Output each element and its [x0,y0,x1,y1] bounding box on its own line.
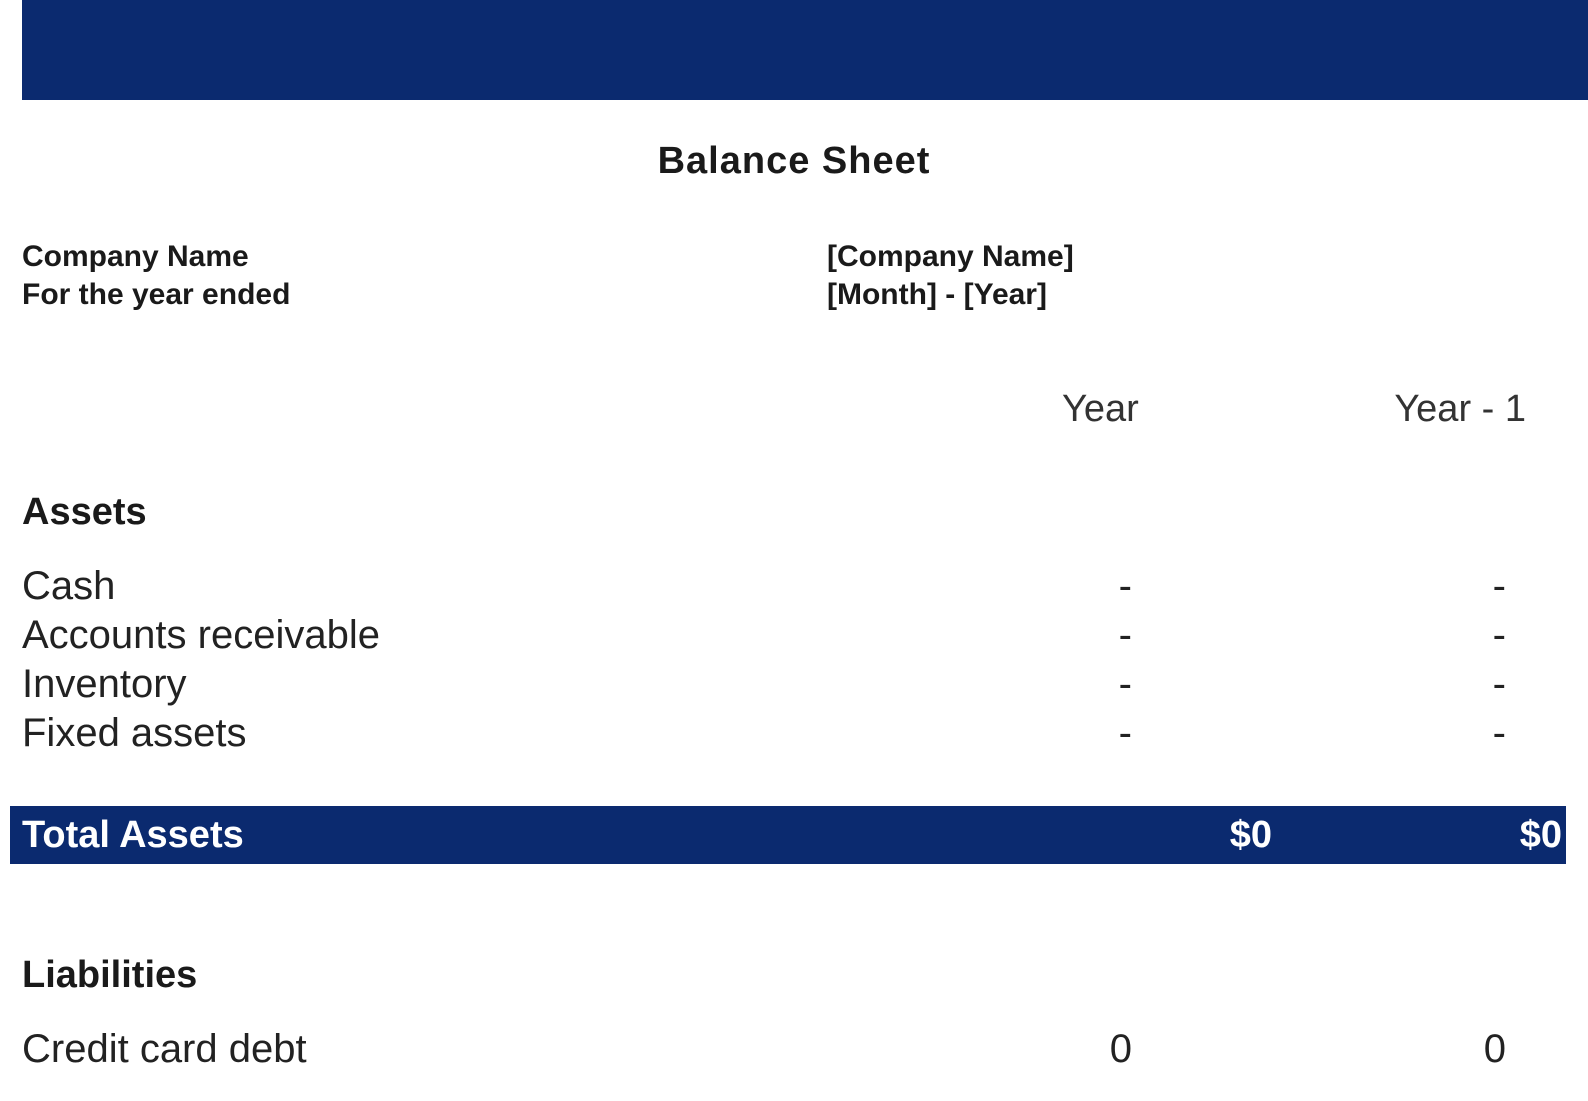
asset-row-year-1: - [1302,711,1566,756]
total-assets-year: $0 [1002,814,1302,857]
label-company-name: Company Name [22,238,827,276]
liability-row-label: Credit card debt [22,1027,1002,1072]
total-assets-year-1: $0 [1302,814,1566,857]
page-title: Balance Sheet [0,140,1588,183]
content-area: Company Name For the year ended [Company… [0,238,1588,1072]
value-period: [Month] - [Year] [827,276,1566,314]
asset-row-year-1: - [1302,564,1566,609]
liability-row-year: 0 [1002,1027,1302,1072]
label-period: For the year ended [22,276,827,314]
liabilities-section-title: Liabilities [22,954,1566,997]
assets-rows: Cash - - Accounts receivable - - Invento… [22,564,1566,756]
asset-row-label: Cash [22,564,1002,609]
asset-row-year-1: - [1302,662,1566,707]
asset-row-year-1: - [1302,613,1566,658]
column-headers: Year Year - 1 [22,388,1566,431]
asset-row-year: - [1002,564,1302,609]
info-values: [Company Name] [Month] - [Year] [827,238,1566,313]
liability-row-year-1: 0 [1302,1027,1566,1072]
balance-sheet-page: Balance Sheet Company Name For the year … [0,0,1588,1072]
value-company-name: [Company Name] [827,238,1566,276]
asset-row-label: Inventory [22,662,1002,707]
total-assets-label: Total Assets [22,814,1002,857]
asset-row-year: - [1002,711,1302,756]
assets-section-title: Assets [22,491,1566,534]
asset-row-year: - [1002,662,1302,707]
liabilities-rows: Credit card debt 0 0 [22,1027,1566,1072]
header-banner [22,0,1588,100]
column-header-year: Year [1002,388,1302,431]
column-header-year-minus-1: Year - 1 [1302,388,1566,431]
asset-row-year: - [1002,613,1302,658]
asset-row-label: Fixed assets [22,711,1002,756]
company-info-block: Company Name For the year ended [Company… [22,238,1566,313]
info-labels: Company Name For the year ended [22,238,827,313]
total-assets-bar: Total Assets $0 $0 [10,806,1566,864]
asset-row-label: Accounts receivable [22,613,1002,658]
